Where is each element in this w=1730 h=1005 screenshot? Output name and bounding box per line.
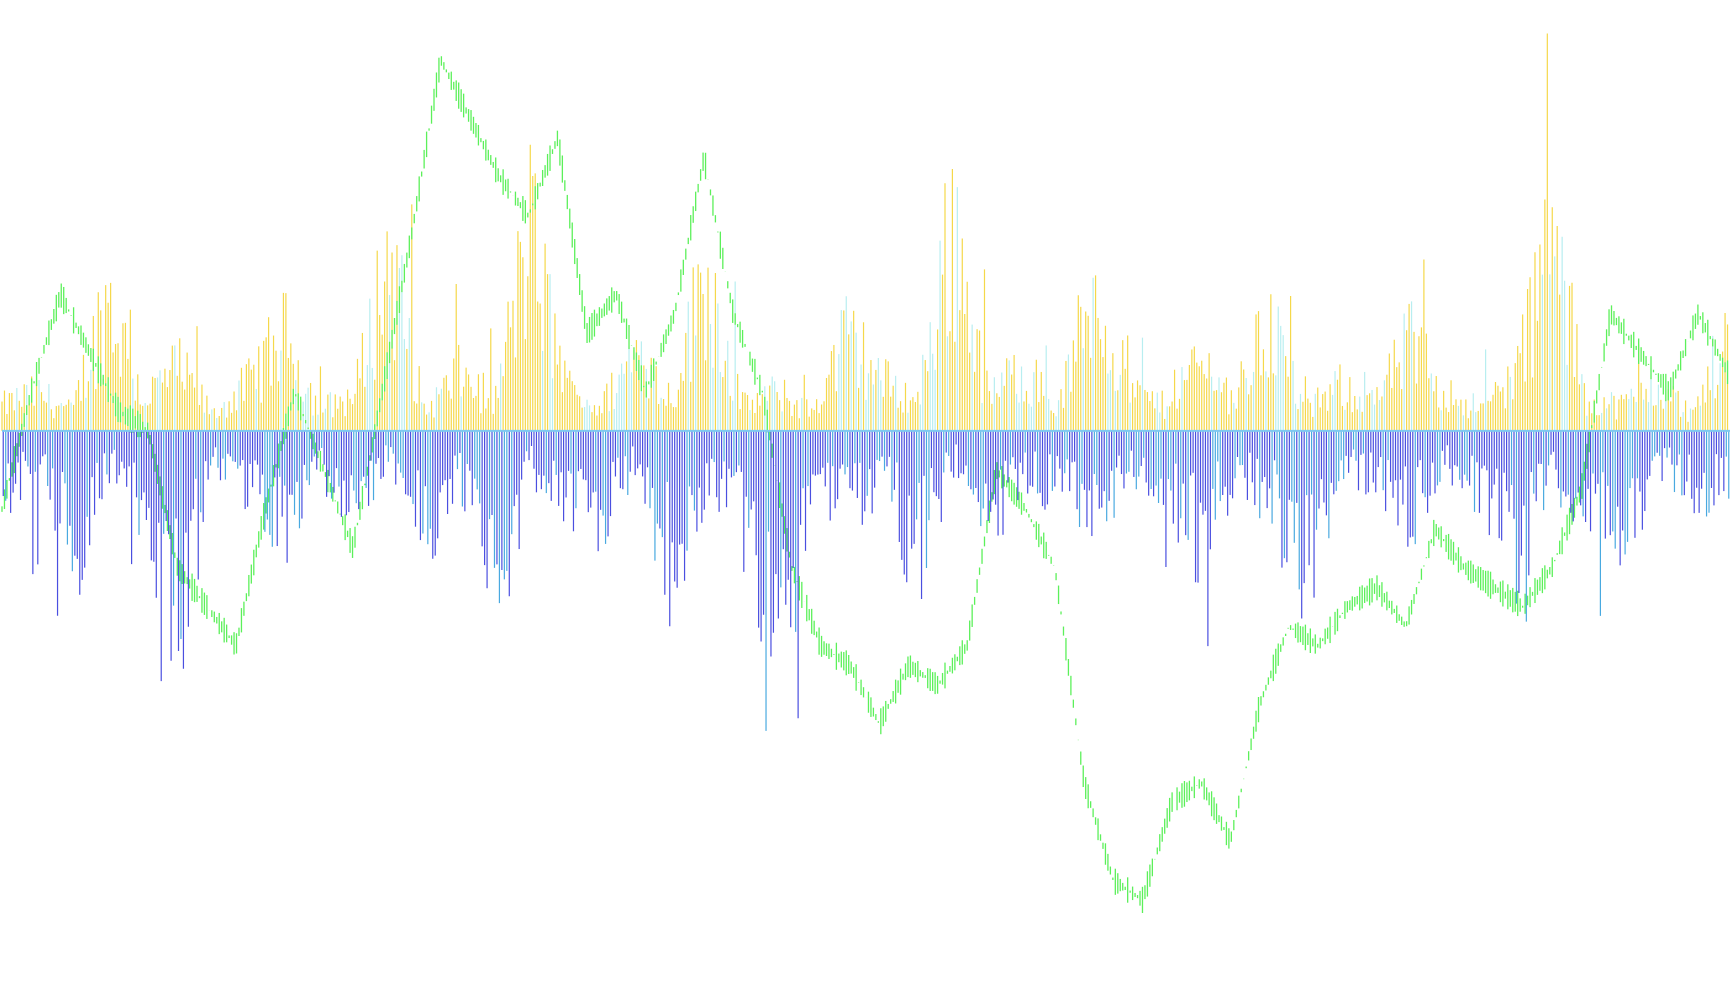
bar-line-chart: [1, 33, 1730, 914]
chart-area: [1, 33, 1730, 914]
